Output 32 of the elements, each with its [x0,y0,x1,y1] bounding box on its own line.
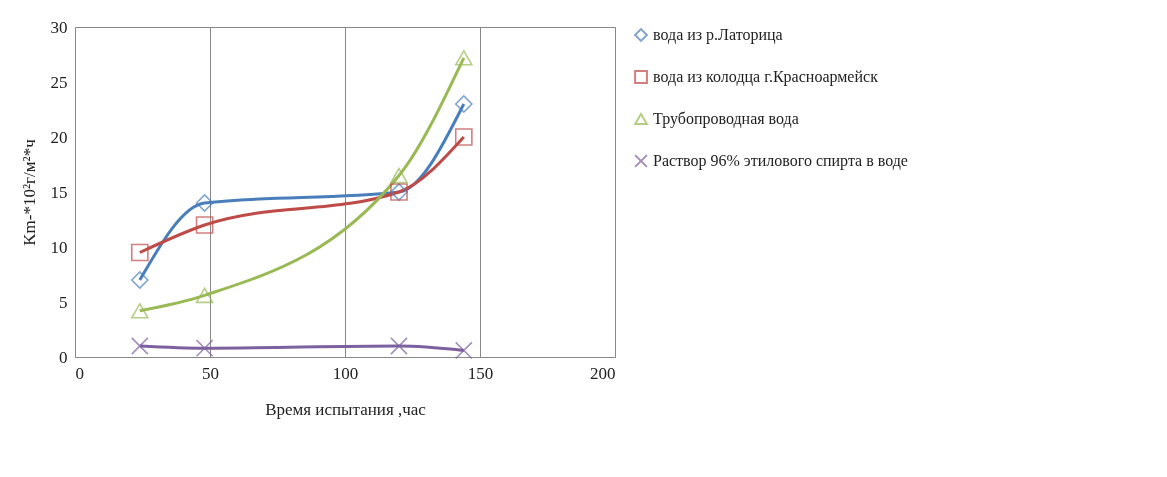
point [195,194,214,212]
x-tick-label: 50 [202,363,219,383]
point [390,337,408,355]
x-tick-label: 0 [75,363,84,383]
y-tick-label: 30 [50,17,68,37]
point [454,341,473,360]
point [454,95,473,113]
legend-label: вода из р.Латорица [653,26,783,44]
point [130,243,149,262]
point [195,339,214,358]
x-tick-label: 100 [332,363,359,383]
point [195,216,214,234]
point [454,50,473,66]
point [454,128,473,146]
x-tick-label: 150 [467,363,494,383]
legend-label: вода из колодца г.Красноармейск [653,68,879,86]
y-tick-label: 5 [59,292,68,312]
y-tick-label: 20 [50,127,68,147]
point [130,271,149,289]
point [390,167,408,184]
y-tick-label: 15 [50,182,68,202]
point [195,287,214,304]
y-tick-label: 0 [59,347,68,367]
y-axis-title: Km-*10²г/м²*ч [19,138,39,246]
legend-label: Трубопроводная вода [653,110,799,128]
y-tick-label: 10 [50,237,68,257]
point [130,303,149,319]
y-tick-label: 25 [50,72,68,92]
legend-label: Раствор 96% этилового спирта в воде [653,152,908,170]
x-axis-title: Время испытания ,час [265,399,427,419]
point [130,337,149,355]
x-tick-label: 200 [590,363,616,383]
